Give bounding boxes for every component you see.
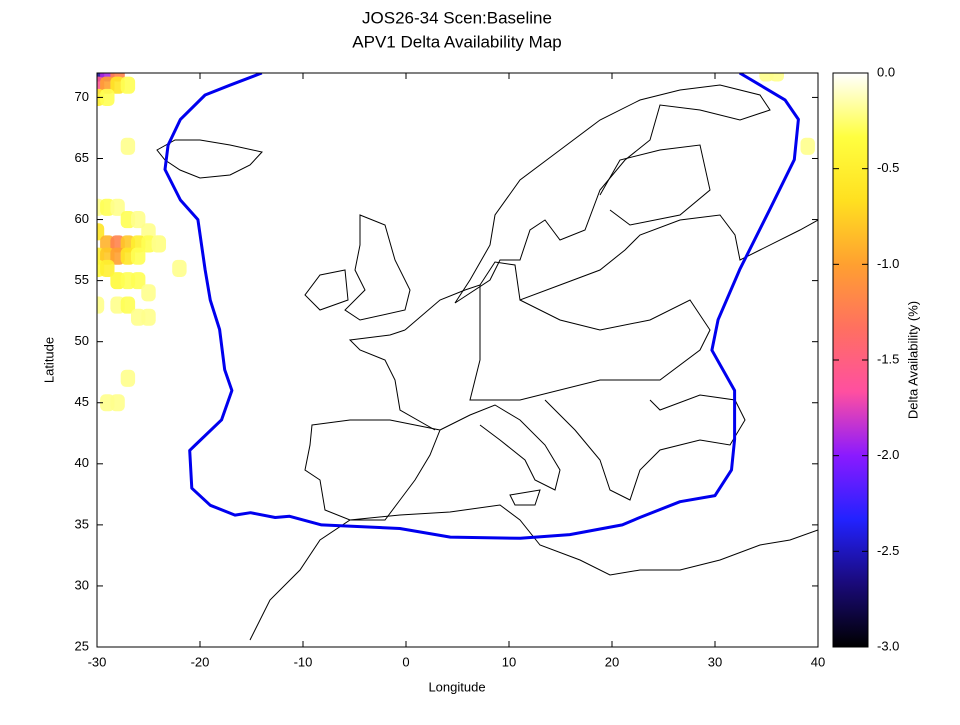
x-tick-label: 30: [708, 654, 722, 669]
y-tick-label: 30: [75, 577, 89, 592]
coastlines: [156, 84, 818, 641]
y-tick-label: 50: [75, 333, 89, 348]
heat-cell: [800, 137, 815, 155]
coastline: [156, 139, 263, 179]
y-tick-label: 40: [75, 455, 89, 470]
heat-cell: [130, 272, 146, 290]
heat-cell: [120, 369, 136, 387]
coastline: [304, 269, 349, 311]
y-tick-label: 35: [75, 516, 89, 531]
coastline: [404, 214, 818, 331]
chart-title: JOS26-34 Scen:Baseline: [362, 8, 552, 27]
heat-cell: [120, 76, 136, 94]
contour-layer: [163, 73, 800, 540]
colorbar-tick-label: 0.0: [877, 64, 895, 79]
heat-cell: [120, 137, 136, 155]
heat-cell: [141, 308, 156, 326]
x-tick-label: 20: [605, 654, 619, 669]
x-axis-label: Longitude: [428, 679, 485, 694]
colorbar-label: Delta Availability (%): [905, 301, 920, 419]
heat-cell: [769, 73, 785, 82]
coastline: [304, 419, 441, 521]
heat-cell: [100, 259, 115, 277]
heat-cell: [130, 247, 146, 265]
heat-cell: [100, 88, 115, 106]
coastline: [348, 329, 436, 431]
coastline: [249, 504, 818, 641]
heat-cell: [97, 223, 105, 241]
colorbar-tick-label: -0.5: [877, 160, 899, 175]
colorbar-tick-label: -3.0: [877, 638, 899, 653]
coastline: [544, 394, 746, 501]
heat-cells: [97, 73, 815, 412]
y-tick-label: 70: [75, 89, 89, 104]
x-tick-label: -20: [191, 654, 210, 669]
colorbar-tick-label: -2.0: [877, 447, 899, 462]
heat-cell: [97, 296, 105, 314]
chart-subtitle: APV1 Delta Availability Map: [352, 32, 561, 51]
coastline: [509, 489, 541, 506]
heat-cell: [141, 284, 156, 302]
contour-line: [163, 73, 800, 540]
coastline: [469, 285, 711, 401]
heat-cell: [100, 394, 115, 412]
coastline: [599, 144, 711, 226]
heat-cell: [130, 211, 146, 229]
colorbar-tick-label: -2.5: [877, 543, 899, 558]
heat-cell: [120, 296, 136, 314]
y-tick-label: 60: [75, 211, 89, 226]
coastline: [454, 84, 771, 304]
x-tick-label: 0: [402, 654, 409, 669]
x-tick-label: 10: [502, 654, 516, 669]
colorbar-tick-label: -1.5: [877, 351, 899, 366]
coastline: [439, 404, 561, 491]
heat-cell: [172, 259, 187, 277]
heat-cell: [151, 235, 167, 253]
coastline: [344, 214, 411, 321]
plot-frame: [96, 72, 819, 648]
x-tick-label: -10: [294, 654, 313, 669]
y-tick-label: 25: [75, 638, 89, 653]
y-tick-label: 45: [75, 394, 89, 409]
x-tick-label: -30: [88, 654, 107, 669]
heat-cell: [110, 198, 125, 216]
y-tick-label: 65: [75, 150, 89, 165]
y-axis-label: Latitude: [41, 337, 56, 383]
x-tick-label: 40: [811, 654, 825, 669]
y-tick-label: 55: [75, 272, 89, 287]
colorbar-tick-label: -1.0: [877, 256, 899, 271]
